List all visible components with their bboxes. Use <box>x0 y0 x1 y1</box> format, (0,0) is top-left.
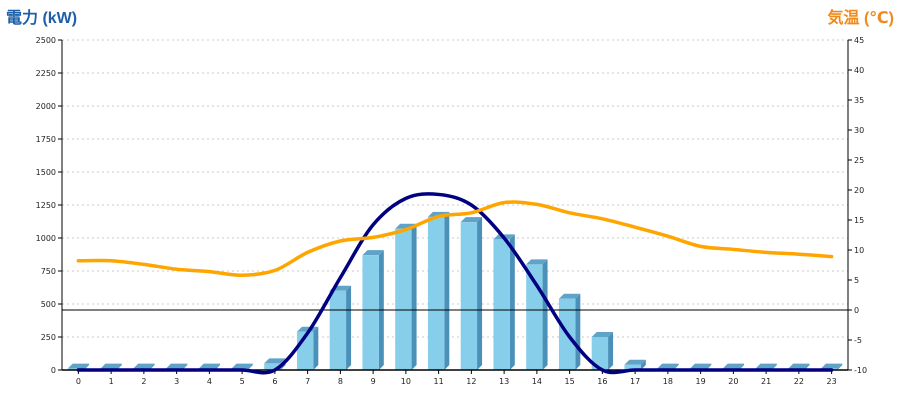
y-right-tick-label: 5 <box>854 276 859 285</box>
bar-top <box>67 363 90 369</box>
y-left-tick-label: 1250 <box>36 201 56 210</box>
x-tick-label: 11 <box>434 377 444 386</box>
y-left-tick-label: 0 <box>51 366 56 375</box>
bar-top <box>133 363 155 369</box>
x-tick-label: 23 <box>827 377 837 386</box>
bar-side <box>247 363 253 370</box>
x-tick-label: 9 <box>371 377 376 386</box>
bar-side <box>313 326 319 370</box>
y-right-tick-label: -5 <box>854 336 862 345</box>
x-tick-label: 7 <box>305 377 310 386</box>
x-tick-label: 21 <box>761 377 771 386</box>
x-tick-label: 2 <box>141 377 146 386</box>
bar-top <box>362 250 384 256</box>
x-tick-label: 16 <box>597 377 607 386</box>
y-left-tick-label: 2500 <box>36 36 56 45</box>
bar <box>395 228 412 370</box>
x-tick-label: 18 <box>663 377 673 386</box>
x-tick-label: 3 <box>174 377 179 386</box>
y-left-tick-label: 1750 <box>36 135 56 144</box>
bar-top <box>722 363 745 369</box>
bar-top <box>558 293 581 299</box>
bar <box>427 216 445 370</box>
bar-top <box>624 359 646 365</box>
x-tick-label: 4 <box>207 377 212 386</box>
bar <box>460 222 478 370</box>
bar-side <box>575 293 581 370</box>
bar-top <box>788 363 810 369</box>
x-tick-label: 8 <box>338 377 343 386</box>
y-right-tick-label: 45 <box>854 36 864 45</box>
bar <box>329 290 347 370</box>
bar-side <box>608 332 614 370</box>
x-tick-label: 5 <box>240 377 245 386</box>
y-right-tick-label: 15 <box>854 216 864 225</box>
power-line <box>76 192 834 375</box>
y-right-tick-label: 20 <box>854 186 864 195</box>
y-left-tick-label: 1500 <box>36 168 56 177</box>
temperature-line <box>76 200 834 277</box>
y-right-tick-label: 35 <box>854 96 864 105</box>
bar-top <box>231 363 253 369</box>
x-tick-label: 10 <box>401 377 411 386</box>
bar-top <box>165 363 188 369</box>
bar <box>591 337 609 370</box>
bar-top <box>460 217 483 223</box>
y-left-tick-label: 2000 <box>36 102 56 111</box>
bar <box>493 239 510 370</box>
bar-top <box>264 358 286 364</box>
x-tick-label: 1 <box>109 377 114 386</box>
x-tick-label: 15 <box>565 377 575 386</box>
y-right-tick-label: 30 <box>854 126 864 135</box>
y-left-tick-label: 250 <box>41 333 56 342</box>
y-right-tick-label: -10 <box>854 366 867 375</box>
x-tick-label: 22 <box>794 377 804 386</box>
y-axis-right-title: 気温 (℃) <box>827 10 894 27</box>
bar-top <box>100 363 122 369</box>
bar-top <box>657 363 679 369</box>
bar-side <box>542 259 548 370</box>
bar-side <box>837 363 843 370</box>
bar-side <box>444 211 450 370</box>
y-right-tick-label: 25 <box>854 156 864 165</box>
y-left-tick-label: 750 <box>41 267 56 276</box>
bar-top <box>526 259 548 265</box>
bar-side <box>509 234 515 370</box>
x-tick-label: 0 <box>76 377 81 386</box>
bar <box>624 364 641 370</box>
bar-side <box>346 285 352 370</box>
y-right-tick-label: 10 <box>854 246 864 255</box>
bar-top <box>820 363 843 369</box>
bar-side <box>640 359 646 370</box>
x-tick-label: 20 <box>728 377 738 386</box>
bar-top <box>689 363 712 369</box>
bar-top <box>591 332 614 337</box>
y-left-tick-label: 1000 <box>36 234 56 243</box>
y-right-tick-label: 40 <box>854 66 864 75</box>
bar-side <box>411 223 417 370</box>
x-tick-label: 14 <box>532 377 542 386</box>
x-tick-label: 12 <box>466 377 476 386</box>
x-tick-label: 17 <box>630 377 640 386</box>
y-left-tick-label: 2250 <box>36 69 56 78</box>
y-axis-left-title: 電力 (kW) <box>6 10 78 27</box>
y-right-tick-label: 0 <box>854 306 859 315</box>
y-left-tick-label: 500 <box>41 300 56 309</box>
bar <box>264 363 281 370</box>
bar-side <box>477 217 483 370</box>
x-tick-label: 13 <box>499 377 509 386</box>
x-tick-label: 6 <box>272 377 277 386</box>
bar <box>362 255 379 370</box>
x-tick-label: 19 <box>696 377 706 386</box>
bar-top <box>198 363 221 369</box>
bar-top <box>755 363 777 369</box>
